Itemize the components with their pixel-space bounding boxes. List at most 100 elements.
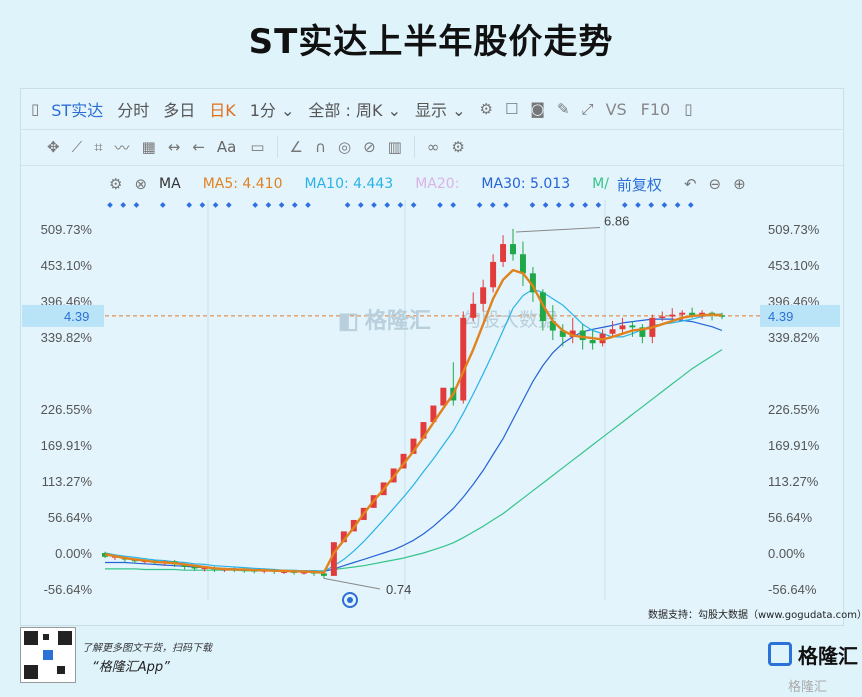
y-tick-label-left: 509.73%: [41, 222, 93, 237]
angle-tool-icon[interactable]: ∠: [289, 138, 303, 156]
candle-body: [400, 453, 407, 469]
qr-code[interactable]: [20, 627, 76, 683]
event-circle-icon: [342, 592, 358, 608]
vs-button[interactable]: VS: [605, 99, 627, 119]
candle-body: [559, 330, 566, 337]
y-tick-label-right: 453.10%: [768, 258, 820, 273]
layout-icon[interactable]: ☐: [504, 100, 519, 118]
candle-body: [500, 244, 507, 262]
zoom-in-icon[interactable]: ⊕: [733, 175, 746, 193]
minute-select[interactable]: 1分 ⌄: [250, 97, 295, 121]
camera-icon[interactable]: ◙: [530, 100, 545, 118]
undo-icon[interactable]: ↶: [683, 175, 697, 193]
candle-body: [420, 422, 427, 439]
event-marker: [133, 202, 140, 208]
y-tick-label-right: 226.55%: [768, 402, 820, 417]
candle-body: [490, 261, 497, 288]
y-tick-label-left: 0.00%: [55, 546, 92, 561]
event-marker: [555, 202, 562, 208]
main-toolbar: ▯ ST实达 分时 多日 日K 1分 ⌄ 全部 : 周K ⌄ 显示 ⌄ ⚙ ☐ …: [21, 89, 843, 130]
close-icon[interactable]: ⊗: [134, 175, 148, 193]
stock-name[interactable]: ST实达: [51, 101, 104, 120]
candle-body: [320, 573, 327, 576]
display-menu-label: 显示: [414, 101, 447, 120]
ma20-value: MA20:: [415, 176, 460, 192]
candle-body: [510, 244, 517, 255]
y-tick-label-right: -56.64%: [768, 582, 817, 597]
candle-body: [549, 320, 556, 331]
current-price-label-right: 4.39: [768, 309, 793, 324]
tab-multiday[interactable]: 多日: [163, 101, 196, 120]
y-tick-label-left: -56.64%: [44, 582, 93, 597]
event-marker: [107, 202, 113, 208]
scope-select[interactable]: 全部 : 周K ⌄: [308, 97, 401, 121]
sidebar-toggle-icon[interactable]: ▯: [31, 100, 40, 118]
event-marker: [384, 202, 391, 208]
wave-tool-icon[interactable]: 〰: [114, 138, 130, 157]
candle-body: [191, 566, 198, 569]
settings-icon[interactable]: ⚙: [109, 175, 123, 193]
brand-logo-icon: [768, 642, 792, 666]
candle-body: [519, 254, 526, 274]
low-annotation-line: [323, 577, 381, 590]
move-icon[interactable]: ✥: [47, 138, 60, 156]
settings-icon[interactable]: ⚙: [479, 100, 493, 118]
footer-hint: 了解更多图文干货，扫码下载: [82, 643, 212, 654]
magnet-icon[interactable]: ∩: [315, 138, 326, 156]
candle-body: [589, 340, 596, 344]
candle-body: [719, 315, 725, 317]
chevron-down-icon: ⌄: [281, 101, 295, 120]
high-annotation-line: [515, 227, 601, 233]
fullscreen-icon[interactable]: ⤢: [581, 100, 594, 118]
trash-icon[interactable]: ▥: [387, 138, 402, 156]
y-tick-label-right: 0.00%: [768, 546, 805, 561]
ma10-value: MA10: 4.443: [304, 176, 394, 192]
candle-body: [440, 387, 447, 406]
zoom-out-icon[interactable]: ⊖: [708, 175, 722, 193]
candle-body: [609, 329, 616, 334]
text-tool[interactable]: Aa: [216, 138, 237, 156]
y-tick-label-left: 113.27%: [42, 474, 93, 489]
current-price-label-left: 4.39: [64, 309, 89, 324]
scope-select-label: 全部 : 周K: [308, 101, 383, 120]
event-marker: [199, 202, 206, 208]
y-tick-label-left: 453.10%: [41, 258, 93, 273]
event-marker: [120, 202, 127, 208]
event-marker: [595, 202, 602, 208]
footer-app: “格隆汇App”: [92, 660, 170, 675]
current-price-box-left: [22, 304, 104, 327]
arrow-tool-icon[interactable]: ←: [192, 138, 205, 156]
current-price-box-right: [760, 304, 840, 327]
line-tool-icon[interactable]: ⟋: [71, 138, 83, 156]
ma-label[interactable]: MA: [159, 176, 181, 192]
adjust-select[interactable]: 前复权: [616, 175, 662, 194]
ma10-line: [104, 288, 723, 573]
hide-icon[interactable]: ⊘: [363, 138, 376, 156]
fib-tool-icon[interactable]: ▦: [141, 138, 156, 156]
polyline-tool-icon[interactable]: ⌗: [94, 138, 103, 156]
event-marker: [674, 202, 681, 208]
f10-button[interactable]: F10: [640, 99, 671, 119]
event-marker: [687, 202, 694, 208]
footer-watermark: 格隆汇: [788, 680, 828, 695]
tab-daily-k[interactable]: 日K: [209, 101, 236, 120]
event-marker: [476, 202, 483, 208]
candle-body: [201, 567, 208, 570]
panel-icon[interactable]: ▯: [684, 100, 693, 118]
candle-body: [281, 571, 288, 573]
y-tick-label-right: 113.27%: [768, 474, 819, 489]
candle-body: [679, 312, 686, 315]
tab-intraday[interactable]: 分时: [117, 101, 150, 120]
event-marker: [252, 202, 259, 208]
comment-icon[interactable]: ▭: [250, 138, 265, 156]
link-icon[interactable]: ∞: [426, 138, 440, 156]
display-menu[interactable]: 显示 ⌄: [415, 97, 466, 121]
range-tool-icon[interactable]: ↔: [167, 138, 181, 156]
candle-body: [669, 314, 676, 317]
event-marker: [542, 202, 549, 208]
pen-icon[interactable]: ✎: [556, 100, 570, 118]
eye-icon[interactable]: ◎: [337, 138, 352, 156]
gear-icon[interactable]: ⚙: [451, 138, 465, 156]
y-tick-label-left: 339.82%: [41, 330, 93, 345]
